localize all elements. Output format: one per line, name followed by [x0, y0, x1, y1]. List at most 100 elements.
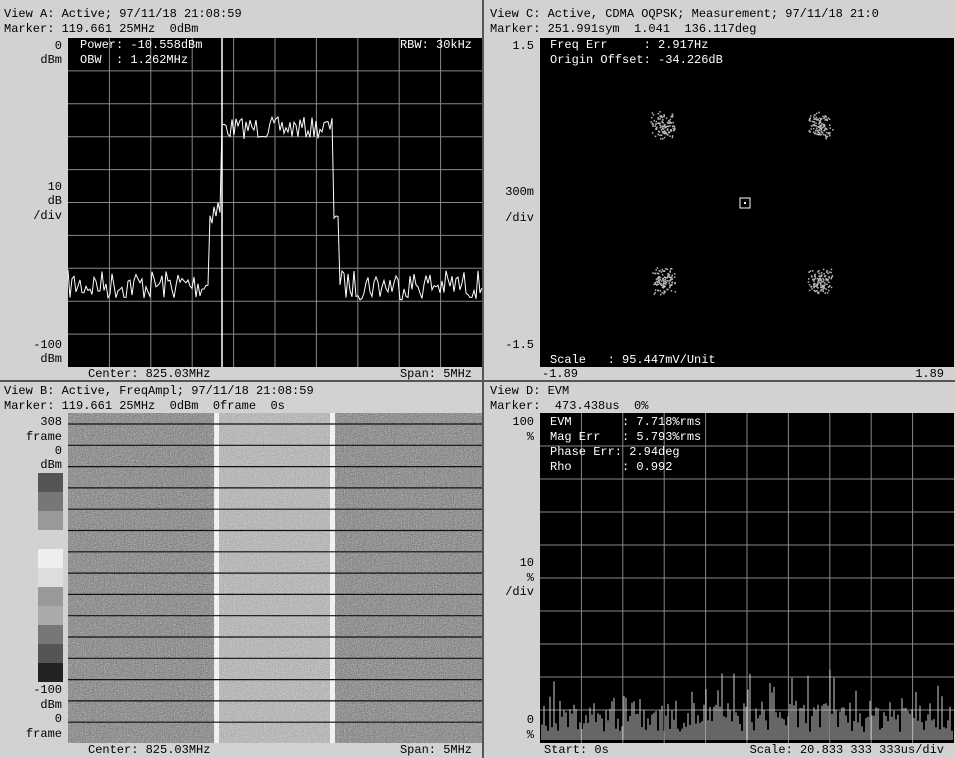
header: View C: Active, CDMA OQPSK; Measurement;… [490, 7, 879, 21]
symbol-point [657, 118, 659, 120]
symbol-point [664, 283, 667, 285]
symbol-point [816, 119, 818, 121]
color-swatch [38, 549, 63, 568]
symbol-point [813, 114, 816, 116]
symbol-point [671, 116, 673, 118]
symbol-point [663, 291, 665, 293]
symbol-point [819, 282, 822, 284]
symbol-point [657, 278, 659, 280]
symbol-point [808, 284, 811, 286]
symbol-point [830, 268, 833, 271]
symbol-point [813, 121, 816, 123]
readout: RBW: 30kHz [400, 38, 472, 52]
symbol-point [655, 123, 657, 125]
symbol-point [824, 134, 827, 136]
symbol-point [824, 115, 826, 117]
symbol-point [815, 127, 818, 130]
symbol-point [670, 268, 673, 270]
symbol-point [816, 283, 818, 285]
symbol-point [813, 123, 816, 126]
symbol-point [820, 134, 822, 136]
symbol-point [661, 126, 664, 128]
symbol-point [812, 283, 815, 285]
symbol-point [808, 289, 811, 292]
symbol-point [656, 272, 659, 275]
symbol-point [824, 128, 826, 131]
symbol-point [813, 116, 815, 118]
symbol-point [822, 281, 825, 283]
symbol-point [821, 132, 824, 134]
symbol-point [666, 280, 668, 282]
y-label: 10 [48, 180, 62, 194]
symbol-point [661, 116, 663, 119]
symbol-point [673, 125, 675, 127]
symbol-point [816, 290, 818, 292]
color-swatch [38, 587, 63, 606]
symbol-point [823, 124, 825, 126]
symbol-point [659, 126, 662, 129]
y-label: 308 [40, 415, 62, 429]
symbol-point [662, 277, 664, 280]
symbol-point [661, 268, 664, 271]
readout: Origin Offset: -34.226dB [550, 53, 723, 67]
readout: EVM : 7.718%rms [550, 415, 701, 429]
color-swatch [38, 625, 63, 644]
symbol-point [823, 279, 825, 281]
symbol-point [654, 289, 657, 291]
symbol-point [663, 115, 665, 118]
symbol-point [814, 274, 816, 277]
symbol-point [827, 278, 829, 281]
symbol-point [823, 286, 825, 288]
symbol-point [661, 274, 664, 276]
color-swatch [38, 473, 63, 492]
symbol-point [828, 289, 830, 292]
symbol-point [824, 282, 826, 284]
symbol-point [670, 268, 672, 270]
y-label: 0 [55, 39, 62, 53]
symbol-point [826, 292, 829, 294]
symbol-point [817, 281, 819, 284]
symbol-point [823, 284, 825, 287]
symbol-point [672, 115, 674, 117]
symbol-point [664, 280, 667, 282]
symbol-point [664, 131, 666, 133]
symbol-point [659, 279, 661, 281]
marker: Marker: 119.661 25MHz 0dBm 0frame 0s [4, 399, 285, 413]
y-label: % [527, 728, 535, 742]
y-label: dBm [40, 352, 62, 366]
footer: Span: 5MHz [400, 743, 472, 757]
symbol-point [666, 121, 669, 124]
symbol-point [657, 272, 660, 275]
marker: Marker: 251.991sym 1.041 136.117deg [490, 22, 756, 36]
color-swatch [38, 568, 63, 587]
symbol-point [667, 280, 669, 282]
symbol-point [668, 282, 670, 284]
symbol-point [658, 281, 661, 283]
symbol-point [822, 277, 824, 280]
symbol-point [818, 132, 821, 134]
symbol-point [811, 120, 814, 123]
symbol-point [659, 293, 662, 296]
symbol-point [664, 282, 666, 284]
symbol-point [664, 278, 666, 281]
y-label: 10 [520, 556, 534, 570]
symbol-point [825, 115, 827, 118]
symbol-point [812, 121, 815, 123]
color-swatch [38, 644, 63, 663]
symbol-point [667, 133, 669, 136]
symbol-point [820, 288, 823, 291]
symbol-point [826, 270, 828, 272]
symbol-point [659, 276, 662, 279]
symbol-point [816, 284, 819, 286]
y-label: % [527, 571, 535, 585]
symbol-point [812, 131, 815, 133]
origin-dot [744, 202, 746, 204]
symbol-point [814, 285, 817, 287]
symbol-point [814, 133, 816, 135]
symbol-point [661, 115, 663, 118]
symbol-point [669, 270, 671, 272]
y-label: -100 [33, 338, 62, 352]
y-label: /div [33, 209, 62, 223]
symbol-point [818, 129, 821, 131]
